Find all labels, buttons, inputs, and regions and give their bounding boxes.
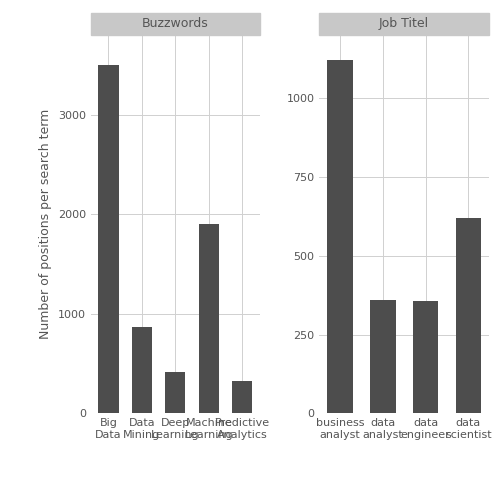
Text: Job Titel: Job Titel (379, 18, 429, 30)
Bar (413, 301, 438, 413)
Bar (132, 327, 152, 413)
Text: Buzzwords: Buzzwords (142, 18, 209, 30)
Bar (199, 224, 219, 413)
Bar (327, 60, 353, 413)
Bar (320, 13, 489, 35)
Bar (165, 371, 185, 413)
Bar (232, 382, 253, 413)
Bar (456, 218, 481, 413)
Bar (370, 300, 396, 413)
Bar (91, 13, 260, 35)
Bar (98, 65, 118, 413)
Y-axis label: Number of positions per search term: Number of positions per search term (39, 109, 52, 339)
